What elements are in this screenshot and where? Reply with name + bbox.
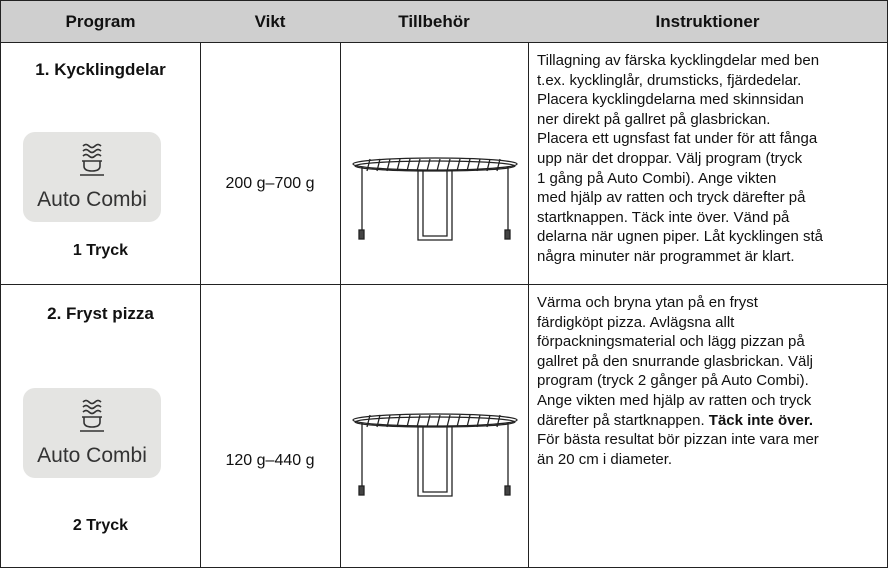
instruction-line: några minuter när programmet är klart. xyxy=(537,247,795,265)
instruction-line: förpackningsmaterial och lägg pizzan på xyxy=(537,333,805,351)
instructions-cell: Tillagning av färska kycklingdelar med b… xyxy=(528,42,888,285)
instruction-line: t.ex. kycklinglår, drumsticks, fjärdedel… xyxy=(537,71,802,89)
weight-cell: 120 g–440 g xyxy=(200,284,341,568)
instruction-text: därefter på startknappen. xyxy=(537,411,709,429)
instruction-line: program (tryck 2 gånger på Auto Combi). xyxy=(537,372,809,390)
program-title: 2. Fryst pizza xyxy=(47,304,154,323)
combi-icon xyxy=(80,399,104,432)
accessory-cell xyxy=(340,42,529,285)
press-count: 2 Tryck xyxy=(72,517,129,534)
rack-icon xyxy=(352,157,518,241)
instructions: Tillagning av färska kycklingdelar med b… xyxy=(537,51,823,267)
instruction-line: För bästa resultat bör pizzan inte vara … xyxy=(537,431,819,449)
auto-combi-button: Auto Combi xyxy=(23,388,161,478)
accessory-cell xyxy=(340,284,529,568)
instruction-bold: Täck inte över. xyxy=(708,411,813,429)
header-cell: Program xyxy=(0,0,201,43)
header-cell: Tillbehör xyxy=(340,0,529,43)
header-cell: Vikt xyxy=(200,0,341,43)
instructions-cell: Värma och bryna ytan på en fryst färdigkö… xyxy=(528,284,888,568)
combi-icon xyxy=(80,143,104,176)
instruction-line: Värma och bryna ytan på en fryst xyxy=(537,294,758,311)
instruction-line: startknappen. Täck inte över. Vänd på xyxy=(537,208,790,226)
weight-range: 200 g–700 g xyxy=(225,175,315,192)
button-label: Auto Combi xyxy=(37,444,147,467)
instruction-line: gallret på den snurrande glasbrickan. Vä… xyxy=(537,352,813,370)
weight-cell: 200 g–700 g xyxy=(200,42,341,285)
rack xyxy=(350,152,520,252)
instruction-line: med hjälp av ratten och tryck därefter p… xyxy=(537,189,806,207)
press-count: 1 Tryck xyxy=(72,242,129,259)
program-title: 1. Kycklingdelar xyxy=(35,60,166,79)
rack-icon xyxy=(352,413,518,497)
instruction-line: upp när det droppar. Välj program (tryck xyxy=(537,149,803,167)
weight-range: 120 g–440 g xyxy=(225,452,315,469)
rack xyxy=(350,408,520,508)
instruction-line: än 20 cm i diameter. xyxy=(537,450,673,468)
instruction-line: ner direkt på gallret på glasbrickan. xyxy=(537,110,771,128)
instructions: Värma och bryna ytan på en fryst färdigkö… xyxy=(537,293,819,469)
instruction-line: delarna när ugnen piper. Låt kycklingen … xyxy=(537,228,824,246)
instruction-line: Placera ett ugnsfast fat under för att f… xyxy=(537,130,818,148)
program-cell: 2. Fryst pizza Auto Combi 2 Tryck xyxy=(0,284,201,568)
instruction-line: därefter på startknappen. Täck inte över… xyxy=(537,411,819,431)
instruction-line: Tillagning av färska kycklingdelar med b… xyxy=(537,52,820,69)
instruction-line: färdigköpt pizza. Avlägsna allt xyxy=(537,313,735,331)
auto-combi-button: Auto Combi xyxy=(23,132,161,222)
program-cell: 1. Kycklingdelar Auto Combi 1 Tryck xyxy=(0,42,201,285)
instruction-line: Ange vikten med hjälp av ratten och tryc… xyxy=(537,391,812,409)
instruction-line: 1 gång på Auto Combi). Ange vikten xyxy=(537,169,777,187)
button-label: Auto Combi xyxy=(37,188,147,211)
instruction-line: Placera kycklingdelarna med skinnsidan xyxy=(537,91,804,109)
header-cell: Instruktioner xyxy=(528,0,888,43)
